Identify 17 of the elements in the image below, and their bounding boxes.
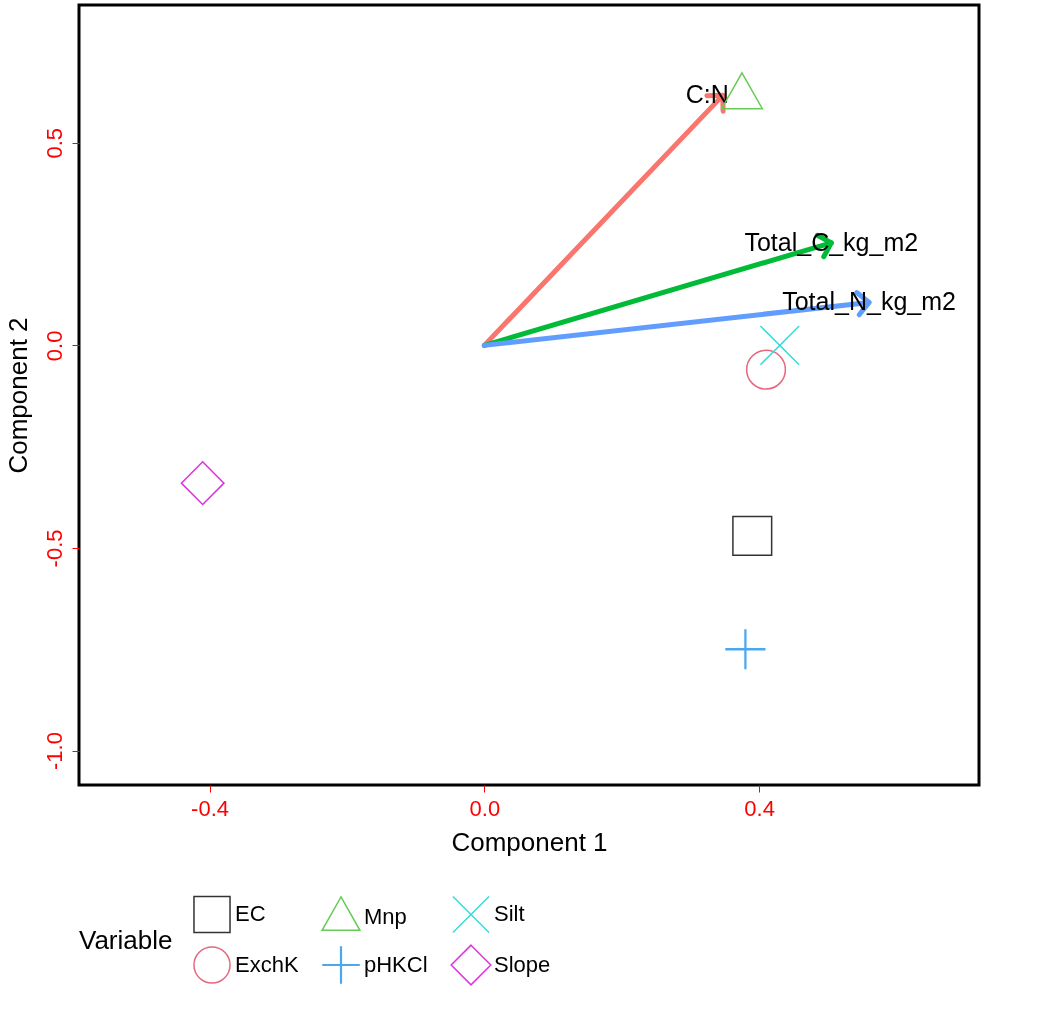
y-tick-label: 0.5 [41,127,67,159]
legend-label: Slope [494,952,551,977]
y-tick-label: -1.0 [41,732,67,771]
y-tick-label: -0.5 [41,529,67,568]
x-tick-label: 0.4 [744,795,775,821]
legend-label: EC [235,901,266,927]
legend-label: Mnp [364,903,407,929]
legend-title: Variable [79,925,173,955]
x-tick-label: 0.0 [469,795,501,821]
legend-label: pHKCl [364,952,428,977]
legend-label: ExchK [235,952,299,977]
series-label: C:N [685,80,729,109]
y-tick-label: 0.0 [41,330,67,362]
legend-label: Silt [494,901,525,927]
x-axis-title: Component 1 [451,826,608,857]
x-tick-label: -0.4 [191,795,229,821]
y-axis-title: Component 2 [2,317,33,474]
